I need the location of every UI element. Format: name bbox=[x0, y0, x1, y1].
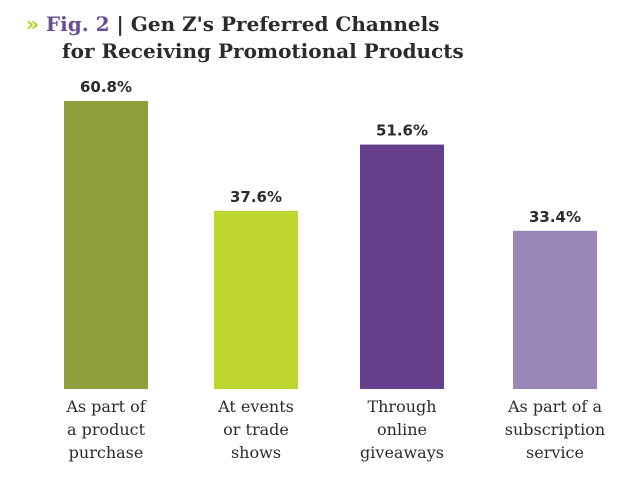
category-label-1-line-2: a product bbox=[67, 420, 146, 439]
category-label-3-line-3: giveaways bbox=[360, 443, 444, 462]
category-label-2-line-1: At events bbox=[217, 397, 294, 416]
chevron-right-icon: » bbox=[26, 12, 39, 36]
chart-title-line-1: Gen Z's Preferred Channels bbox=[130, 12, 440, 36]
chart-title-line-2: for Receiving Promotional Products bbox=[62, 39, 464, 63]
value-label-3: 51.6% bbox=[376, 122, 428, 140]
value-label-4: 33.4% bbox=[529, 208, 581, 226]
category-label-1-line-1: As part of bbox=[65, 397, 146, 416]
category-label-2-line-2: or trade bbox=[223, 420, 289, 439]
category-label-3-line-2: online bbox=[377, 420, 427, 439]
title-separator: | bbox=[116, 12, 124, 36]
bar-4 bbox=[513, 230, 597, 389]
figure-number: Fig. 2 bbox=[45, 12, 110, 36]
category-label-4-line-3: service bbox=[526, 443, 584, 462]
category-label-1-line-3: purchase bbox=[69, 443, 144, 462]
bar-1 bbox=[64, 101, 148, 389]
chart-header: » Fig. 2 | Gen Z's Preferred Channels for… bbox=[26, 11, 464, 65]
category-label-3-line-1: Through bbox=[367, 397, 436, 416]
category-label-4-line-1: As part of a bbox=[507, 397, 602, 416]
bar-2 bbox=[214, 210, 298, 389]
category-label-4-line-2: subscription bbox=[505, 420, 605, 439]
value-label-2: 37.6% bbox=[230, 188, 282, 206]
bar-3 bbox=[360, 144, 444, 389]
header-line-1: » Fig. 2 | Gen Z's Preferred Channels bbox=[26, 11, 464, 38]
value-label-1: 60.8% bbox=[80, 78, 132, 96]
category-label-2-line-3: shows bbox=[231, 443, 281, 462]
